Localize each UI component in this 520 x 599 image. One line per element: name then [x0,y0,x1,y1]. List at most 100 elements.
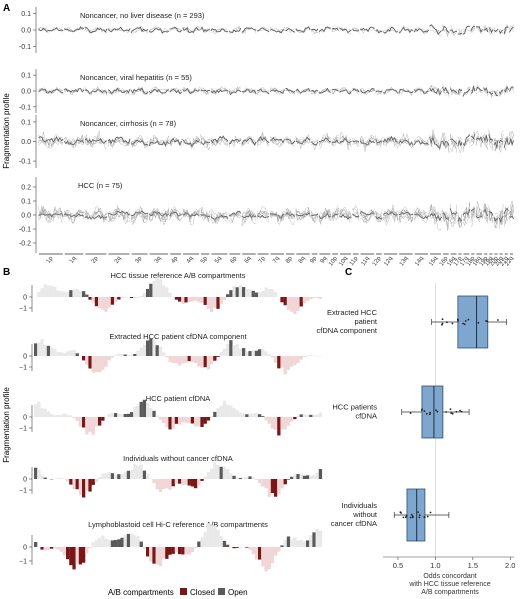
y-tick-label-a: -0.1 [19,104,31,111]
profile-trace [359,208,375,219]
compartment-bar [242,413,246,417]
compartment-bar [88,417,92,432]
compartment-bar [114,539,118,547]
compartment-bar [251,477,255,479]
compartment-bar [258,292,262,297]
profile-trace [450,86,458,94]
profile-trace [383,88,398,95]
profile-trace [470,209,476,219]
profile-trace [318,210,331,222]
compartment-bar [194,547,198,548]
profile-trace [488,27,494,34]
compartment-bar [101,473,105,479]
compartment-bar [85,417,89,435]
profile-trace [339,88,352,94]
compartment-bar [206,297,211,309]
profile-trace [295,88,311,94]
compartment-bar [82,291,86,297]
compartment-bar [216,407,220,417]
compartment-bar [197,417,201,427]
profile-trace [504,23,509,34]
profile-trace [504,135,509,151]
compartment-bar [197,541,201,547]
profile-trace [84,135,108,148]
profile-trace [352,88,360,93]
compartment-bar [59,414,63,417]
profile-trace [352,214,360,220]
compartment-bar [136,350,140,356]
compartment-bar [158,346,163,356]
profile-trace [352,28,360,32]
profile-trace [375,30,383,33]
compartment-bar [283,356,287,375]
profile-trace [509,86,514,92]
compartment-bar [149,408,153,417]
compartment-bar [174,479,179,484]
x-tick-label-c: 1.0 [430,561,440,570]
profile-trace [148,211,169,217]
profile-trace [210,208,229,217]
profile-trace [200,26,210,32]
compartment-bar [299,356,303,360]
profile-trace [318,26,331,33]
compartment-bar [178,356,182,366]
compartment-bar [299,297,303,307]
profile-trace [457,218,463,224]
profile-trace [311,138,319,143]
profile-trace [352,212,360,215]
compartment-bar [216,464,220,479]
compartment-bar [62,413,67,417]
profile-trace [84,211,108,221]
profile-trace [375,137,383,144]
profile-trace [107,208,131,220]
profile-trace [398,133,414,148]
compartment-bar [184,547,188,555]
profile-trace [241,208,257,227]
profile-trace [210,213,229,221]
profile-trace [498,137,504,150]
x-tick-label: 21q [499,256,510,268]
data-point [451,412,454,415]
compartment-bar [165,287,169,297]
compartment-bar [56,352,60,356]
compartment-bar [139,401,143,417]
compartment-bar [238,285,243,297]
compartment-bar [190,479,195,487]
compartment-bar [133,353,137,356]
profile-trace [241,136,257,147]
compartment-bar [226,294,230,297]
profile-trace [84,87,108,96]
profile-trace [311,140,319,151]
profile-trace [210,87,229,94]
compartment-bar [206,523,211,547]
compartment-bar [126,413,131,417]
compartment-bar [280,297,284,303]
profile-trace [475,215,483,219]
compartment-bar [283,540,287,547]
profile-trace [318,211,331,225]
profile-trace [398,25,414,34]
profile-trace [488,26,494,33]
profile-trace [257,209,270,215]
compartment-bar [98,356,102,373]
compartment-bar [142,547,147,549]
profile-trace [339,135,352,142]
profile-trace [107,27,131,33]
profile-trace [339,87,352,95]
x-tick-label: 8q [298,256,307,265]
compartment-bar [248,547,252,550]
profile-trace [414,206,429,217]
profile-trace [429,136,442,147]
compartment-bar [50,413,54,417]
compartment-bar [270,356,275,358]
compartment-bar [69,547,73,566]
profile-trace [475,90,483,95]
data-point [459,409,461,412]
profile-trace [182,138,200,149]
compartment-bar [178,297,182,302]
profile-trace [504,137,509,143]
profile-trace [148,136,169,146]
data-point [464,320,467,322]
data-point [418,514,421,517]
